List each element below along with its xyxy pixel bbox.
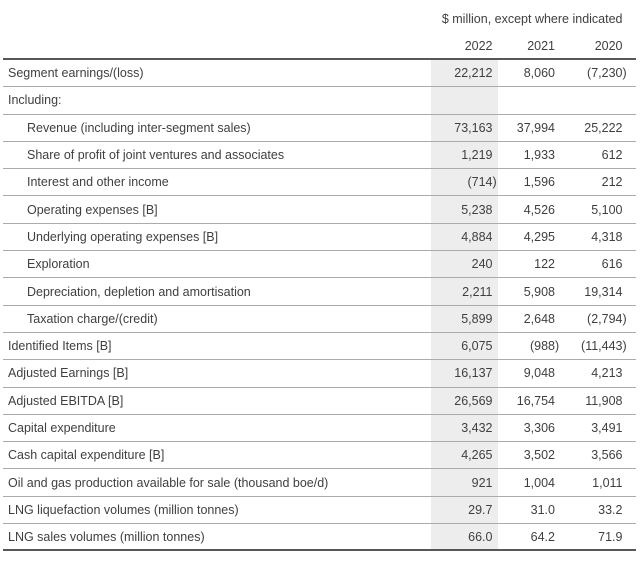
financial-table: $ million, except where indicated 2022 2… <box>3 0 636 552</box>
value-cell-2022: 921 <box>431 469 498 496</box>
value-cell-2021: 16,754 <box>516 393 555 408</box>
row-label: Depreciation, depletion and amortisation <box>27 284 251 299</box>
value-cell-2022: 73,163 <box>431 114 498 141</box>
table-row: Adjusted EBITDA [B] 26,569 16,754 11,908 <box>3 387 636 415</box>
value-cell-2020 <box>555 87 623 113</box>
table-body: Segment earnings/(loss) 22,212 8,060 (7,… <box>3 60 636 552</box>
year-column-header-2022: 2022 <box>464 39 493 53</box>
row-label: Oil and gas production available for sal… <box>8 475 329 490</box>
row-label: Taxation charge/(credit) <box>27 311 158 326</box>
value-cell-2021: 64.2 <box>530 529 555 544</box>
table-header: $ million, except where indicated 2022 2… <box>3 0 636 60</box>
value-cell-2021: 122 <box>534 257 555 272</box>
value-cell-2020: 212 <box>601 175 623 190</box>
table-row: Operating expenses [B] 5,238 4,526 5,100 <box>3 196 636 224</box>
value-cell-2022 <box>431 87 498 114</box>
value-cell-2021: 1,596 <box>523 175 555 190</box>
value-cell-2021: 5,908 <box>523 284 555 299</box>
unit-note: $ million, except where indicated <box>441 12 623 26</box>
table-row: Including: <box>3 87 636 115</box>
value-cell-2022: 5,238 <box>431 196 498 223</box>
value-cell-2020: 4,318 <box>591 229 623 244</box>
value-cell-2020: 1,011 <box>592 475 623 490</box>
value-cell-2020: 3,491 <box>591 421 623 435</box>
table-row: Revenue (including inter-segment sales) … <box>3 114 636 142</box>
value-cell-2020: 616 <box>601 257 623 272</box>
value-cell-2021: 1,933 <box>523 148 555 163</box>
value-cell-2020: 25,222 <box>584 120 623 135</box>
value-cell-2020: 33.2 <box>598 502 623 517</box>
value-cell-2021: (988) <box>529 339 560 354</box>
year-header-row: 2022 2021 2020 <box>3 39 636 53</box>
table-row: Oil and gas production available for sal… <box>3 469 636 497</box>
value-cell-2021: 37,994 <box>516 120 555 135</box>
value-cell-2022: 4,884 <box>431 223 498 251</box>
table-row: Adjusted Earnings [B] 16,137 9,048 4,213 <box>3 360 636 388</box>
table-row: LNG sales volumes (million tonnes) 66.0 … <box>3 524 636 552</box>
row-label: LNG sales volumes (million tonnes) <box>8 529 205 544</box>
table-row: Share of profit of joint ventures and as… <box>3 141 636 170</box>
value-cell-2022: 6,075 <box>431 332 498 360</box>
value-cell-2021: 2,648 <box>523 311 555 326</box>
value-cell-2020: 19,314 <box>584 284 623 299</box>
row-label: Cash capital expenditure [B] <box>8 448 165 463</box>
value-cell-2022: 22,212 <box>431 60 498 87</box>
value-cell-2022: 5,899 <box>431 305 498 332</box>
value-cell-2020: 11,908 <box>585 393 623 408</box>
table-row: LNG liquefaction volumes (million tonnes… <box>3 496 636 525</box>
value-cell-2021: 3,502 <box>523 448 555 463</box>
table-row: Capital expenditure 3,432 3,306 3,491 <box>3 414 636 443</box>
table-row: Depreciation, depletion and amortisation… <box>3 278 636 306</box>
row-label: Share of profit of joint ventures and as… <box>27 148 285 163</box>
table-row: Segment earnings/(loss) 22,212 8,060 (7,… <box>3 60 636 88</box>
row-label: Adjusted Earnings [B] <box>8 366 129 381</box>
value-cell-2022: 3,432 <box>431 414 498 442</box>
value-cell-2020: 3,566 <box>591 448 623 463</box>
row-label: Interest and other income <box>27 175 169 190</box>
value-cell-2021: 31.0 <box>530 502 555 517</box>
row-label: Revenue (including inter-segment sales) <box>27 120 251 135</box>
table-row: Underlying operating expenses [B] 4,884 … <box>3 223 636 252</box>
value-cell-2022: 16,137 <box>431 360 498 387</box>
row-label: Underlying operating expenses [B] <box>27 229 219 244</box>
value-cell-2021: 8,060 <box>523 66 555 81</box>
value-cell-2021 <box>498 87 556 113</box>
row-label: Exploration <box>27 257 90 272</box>
year-column-header-2020: 2020 <box>594 39 623 53</box>
row-label: Capital expenditure <box>8 421 116 435</box>
value-cell-2021: 1,004 <box>523 475 555 490</box>
row-label: Identified Items [B] <box>8 339 112 354</box>
value-cell-2020: 612 <box>601 148 623 163</box>
table-row: Cash capital expenditure [B] 4,265 3,502… <box>3 442 636 470</box>
table-row: Interest and other income (714) 1,596 21… <box>3 169 636 197</box>
value-cell-2022: 4,265 <box>431 442 498 469</box>
row-label: Segment earnings/(loss) <box>8 66 144 81</box>
value-cell-2022: 66.0 <box>431 524 498 550</box>
value-cell-2020: 5,100 <box>591 202 623 217</box>
row-label: LNG liquefaction volumes (million tonnes… <box>8 502 239 517</box>
value-cell-2021: 4,295 <box>523 229 555 244</box>
year-column-header-2021: 2021 <box>527 39 555 53</box>
table-row: Exploration 240 122 616 <box>3 251 636 279</box>
value-cell-2022: 2,211 <box>431 278 498 305</box>
value-cell-2020: 71.9 <box>598 529 623 544</box>
table-row: Identified Items [B] 6,075 (988) (11,443… <box>3 332 636 361</box>
value-cell-2021: 3,306 <box>523 421 555 435</box>
value-cell-2022: (714) <box>431 169 498 196</box>
value-cell-2022: 29.7 <box>431 496 498 524</box>
row-label: Operating expenses [B] <box>27 202 158 217</box>
value-cell-2020: (2,794) <box>587 311 627 326</box>
value-cell-2022: 240 <box>431 251 498 278</box>
value-cell-2021: 4,526 <box>523 202 555 217</box>
value-cell-2022: 26,569 <box>431 387 498 414</box>
row-label: Including: <box>8 93 62 108</box>
value-cell-2020: 4,213 <box>591 366 623 381</box>
table-row: Taxation charge/(credit) 5,899 2,648 (2,… <box>3 305 636 333</box>
value-cell-2021: 9,048 <box>523 366 555 381</box>
row-label: Adjusted EBITDA [B] <box>8 393 124 408</box>
value-cell-2022: 1,219 <box>431 141 498 169</box>
value-cell-2020: (7,230) <box>587 66 627 81</box>
value-cell-2020: (11,443) <box>581 339 627 354</box>
